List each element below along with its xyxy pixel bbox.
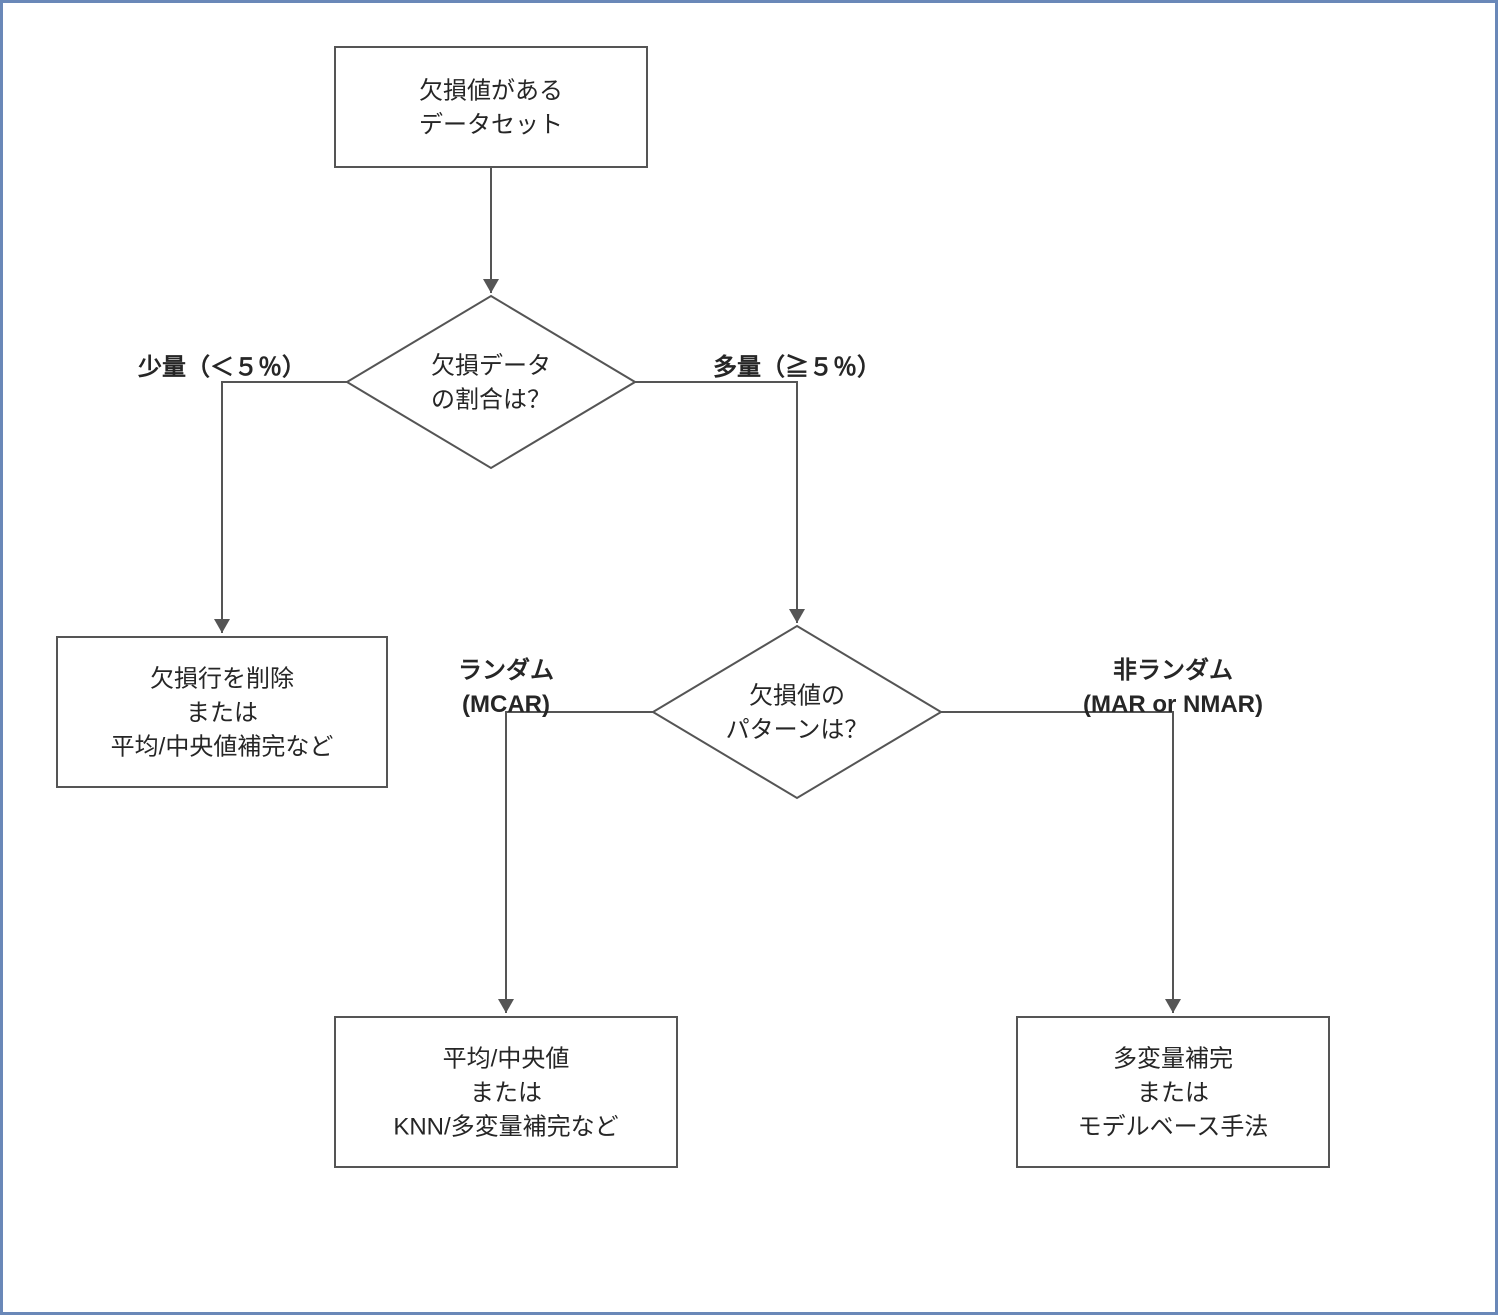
arrowhead-start-ratio bbox=[483, 279, 499, 293]
diagram-frame: 少量（＜５％） 多量（≧５％） ランダム (MCAR) 非ランダム (MAR or NMA… bbox=[0, 0, 1498, 1315]
node-mcar-text: 平均/中央値 bbox=[443, 1045, 570, 1072]
edge-label-pattern-mcar: (MCAR) bbox=[462, 691, 550, 718]
edge-pattern-mar bbox=[941, 712, 1173, 1013]
node-ratio bbox=[347, 296, 635, 468]
edge-label-ratio-small: 少量（＜５％） bbox=[137, 354, 306, 381]
edge-label-pattern-mcar: ランダム bbox=[458, 656, 554, 684]
arrowhead-pattern-mar bbox=[1165, 999, 1181, 1013]
node-mcar-text: または bbox=[470, 1079, 542, 1106]
node-small-text: 欠損行を削除 bbox=[150, 665, 294, 692]
node-start-text: データセット bbox=[419, 111, 563, 138]
edge-label-ratio-pattern: 多量（≧５％） bbox=[713, 353, 881, 381]
edge-ratio-small bbox=[222, 382, 347, 633]
node-ratio-text: の割合は？ bbox=[431, 386, 551, 413]
arrowhead-ratio-pattern bbox=[789, 609, 805, 623]
node-start-text: 欠損値がある bbox=[419, 77, 563, 104]
node-mar-text: または bbox=[1137, 1079, 1209, 1106]
edge-ratio-pattern bbox=[635, 382, 797, 623]
node-mcar-text: KNN/多変量補完など bbox=[393, 1113, 618, 1140]
node-small-text: 平均/中央値補完など bbox=[111, 733, 334, 760]
arrowhead-pattern-mcar bbox=[498, 999, 514, 1013]
node-mar-text: 多変量補完 bbox=[1113, 1045, 1233, 1072]
flowchart-svg: 少量（＜５％） 多量（≧５％） ランダム (MCAR) 非ランダム (MAR or NMA… bbox=[17, 17, 1487, 1304]
edge-pattern-mcar bbox=[506, 712, 653, 1013]
node-start bbox=[335, 47, 647, 167]
node-pattern-text: 欠損値の bbox=[749, 682, 845, 709]
node-pattern bbox=[653, 626, 941, 798]
edge-label-pattern-mar: 非ランダム bbox=[1113, 656, 1233, 684]
edge-label-pattern-mar: (MAR or NMAR) bbox=[1083, 691, 1263, 718]
node-ratio-text: 欠損データ bbox=[431, 352, 551, 379]
node-pattern-text: パターンは？ bbox=[726, 716, 869, 743]
arrowhead-ratio-small bbox=[214, 619, 230, 633]
node-small-text: または bbox=[186, 699, 258, 726]
node-mar-text: モデルベース手法 bbox=[1078, 1113, 1269, 1140]
